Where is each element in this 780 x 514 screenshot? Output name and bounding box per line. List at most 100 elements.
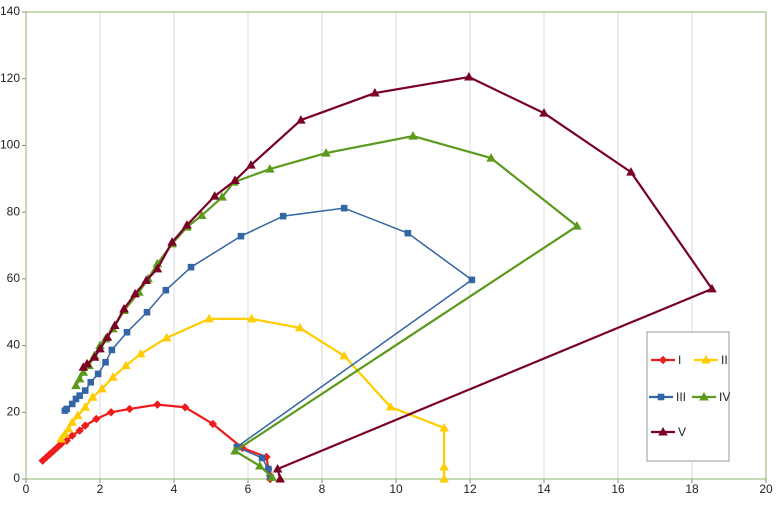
- marker: [182, 220, 192, 229]
- x-tick-label: 12: [463, 482, 477, 496]
- series: [56, 313, 449, 483]
- marker: [74, 373, 85, 383]
- marker: [180, 403, 190, 412]
- marker: [340, 204, 348, 212]
- x-tick-label: 16: [611, 482, 625, 496]
- y-tick-label: 120: [0, 71, 20, 85]
- marker: [217, 192, 227, 201]
- marker: [143, 308, 151, 316]
- plot-border: [25, 11, 767, 480]
- legend-item: II: [694, 353, 728, 367]
- marker: [246, 313, 257, 323]
- marker: [486, 153, 496, 162]
- marker: [87, 392, 98, 401]
- marker: [89, 352, 100, 361]
- series-line: [64, 207, 473, 478]
- marker: [152, 263, 163, 273]
- marker: [63, 423, 74, 433]
- marker: [97, 383, 107, 393]
- marker: [385, 401, 396, 411]
- x-tick-label: 4: [171, 482, 178, 496]
- x-tick-label: 10: [389, 482, 403, 496]
- marker: [265, 164, 275, 173]
- y-tick-label: 20: [7, 404, 21, 418]
- marker: [81, 387, 89, 394]
- marker: [56, 433, 66, 443]
- series: [71, 131, 582, 481]
- marker: [237, 232, 245, 240]
- legend-label: IV: [719, 390, 730, 404]
- marker: [265, 465, 272, 473]
- marker: [209, 191, 220, 200]
- marker: [123, 328, 131, 336]
- marker: [110, 320, 120, 330]
- marker: [62, 436, 71, 445]
- series: [61, 204, 476, 481]
- marker: [82, 358, 92, 368]
- marker: [464, 72, 474, 81]
- marker: [80, 402, 90, 411]
- x-tick-label: 14: [537, 482, 551, 496]
- legend-label: III: [676, 390, 686, 404]
- x-tick-label: 18: [685, 482, 699, 496]
- marker: [539, 108, 549, 117]
- marker: [125, 404, 134, 414]
- marker: [42, 453, 51, 462]
- marker: [108, 372, 118, 381]
- series: [38, 400, 275, 484]
- legend-marker: [701, 355, 711, 364]
- marker: [60, 428, 70, 438]
- marker: [106, 408, 116, 417]
- x-tick-label: 8: [319, 482, 326, 496]
- marker: [275, 474, 285, 483]
- marker: [68, 400, 76, 408]
- marker: [68, 431, 77, 440]
- marker: [92, 414, 101, 424]
- y-tick-label: 0: [13, 471, 20, 485]
- marker: [230, 175, 240, 184]
- marker: [255, 460, 265, 470]
- marker: [94, 370, 102, 378]
- marker: [321, 148, 331, 157]
- marker: [572, 221, 582, 230]
- marker: [187, 263, 195, 271]
- legend-item: IV: [692, 390, 730, 404]
- marker: [267, 472, 277, 481]
- marker: [135, 348, 146, 358]
- legend-marker: [658, 355, 668, 365]
- marker: [208, 419, 218, 429]
- y-tick-label: 80: [7, 204, 21, 218]
- marker: [162, 286, 170, 294]
- marker: [67, 417, 78, 426]
- marker: [95, 343, 105, 353]
- marker: [707, 283, 717, 293]
- legend-marker: [657, 393, 665, 401]
- marker: [279, 212, 287, 220]
- marker: [141, 275, 152, 285]
- marker: [75, 426, 84, 435]
- marker: [167, 237, 177, 246]
- marker: [258, 454, 266, 462]
- marker: [246, 160, 256, 169]
- marker: [63, 405, 70, 413]
- x-tick-label: 2: [97, 482, 104, 496]
- y-tick-label: 140: [0, 4, 20, 18]
- marker: [76, 392, 83, 399]
- marker: [439, 422, 449, 432]
- y-tick-label: 40: [7, 338, 21, 352]
- y-tick-label: 100: [0, 138, 20, 152]
- marker: [468, 276, 476, 284]
- marker: [81, 421, 90, 430]
- marker: [78, 367, 89, 376]
- marker: [45, 449, 55, 459]
- marker: [408, 131, 418, 140]
- marker: [102, 332, 113, 341]
- marker: [339, 350, 349, 360]
- legend-marker: [699, 392, 709, 401]
- marker: [108, 346, 116, 354]
- marker: [119, 303, 129, 313]
- legend-item: III: [649, 390, 686, 404]
- legend-marker: [658, 427, 668, 436]
- x-tick-label: 20: [759, 482, 773, 496]
